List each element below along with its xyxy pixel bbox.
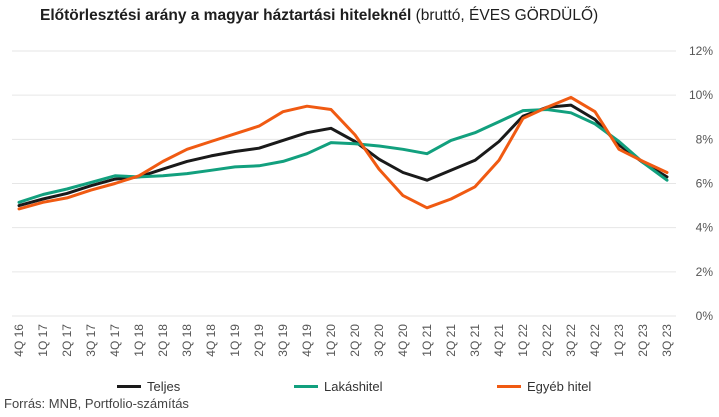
legend-swatch-egyeb-hitel xyxy=(497,384,521,388)
legend-item-egyeb-hitel: Egyéb hitel xyxy=(497,377,591,395)
x-tick-label: 1Q 22 xyxy=(516,324,530,357)
series-lines xyxy=(17,95,669,211)
legend-swatch-teljes xyxy=(117,384,141,388)
y-tick-label: 0% xyxy=(696,309,714,323)
x-tick-label: 3Q 19 xyxy=(276,324,290,357)
series-line-lakáshitel xyxy=(17,108,669,204)
x-tick-label: 4Q 17 xyxy=(108,324,122,357)
x-tick-label: 3Q 23 xyxy=(660,324,674,357)
y-axis-labels: 0% 2% 4% 6% 8% 10% 12% xyxy=(689,44,713,323)
x-tick-label: 1Q 17 xyxy=(36,324,50,357)
y-tick-label: 6% xyxy=(696,177,714,191)
x-tick-label: 3Q 20 xyxy=(372,324,386,357)
legend-label-egyeb-hitel: Egyéb hitel xyxy=(527,378,592,394)
x-tick-label: 3Q 22 xyxy=(564,324,578,357)
chart-title-main: Előtörlesztési arány a magyar háztartási… xyxy=(40,7,412,24)
series-line-egyéb-hitel xyxy=(17,95,669,211)
x-tick-label: 4Q 18 xyxy=(204,324,218,357)
y-tick-label: 8% xyxy=(696,132,714,146)
x-tick-label: 4Q 22 xyxy=(588,324,602,357)
x-tick-label: 2Q 22 xyxy=(540,324,554,357)
y-tick-label: 2% xyxy=(696,265,714,279)
x-tick-label: 1Q 23 xyxy=(612,324,626,357)
series-line-teljes xyxy=(17,103,669,208)
chart-title-sub: (bruttó, ÉVES GÖRDÜLŐ) xyxy=(411,7,599,24)
source-note: Forrás: MNB, Portfolio-számítás xyxy=(4,396,189,411)
x-tick-label: 2Q 20 xyxy=(348,324,362,357)
x-tick-label: 1Q 18 xyxy=(132,324,146,357)
x-tick-label: 4Q 19 xyxy=(300,324,314,357)
x-tick-label: 1Q 19 xyxy=(228,324,242,357)
y-tick-label: 4% xyxy=(696,221,714,235)
x-tick-label: 2Q 17 xyxy=(60,324,74,357)
gridlines xyxy=(12,50,676,317)
legend-label-teljes: Teljes xyxy=(147,378,181,394)
x-tick-label: 2Q 19 xyxy=(252,324,266,357)
chart-title: Előtörlesztési arány a magyar háztartási… xyxy=(40,7,598,25)
y-tick-label: 10% xyxy=(689,88,713,102)
legend-label-lakashitel: Lakáshitel xyxy=(324,378,383,394)
x-tick-label: 2Q 23 xyxy=(636,324,650,357)
x-tick-label: 1Q 20 xyxy=(324,324,338,357)
x-tick-label: 3Q 17 xyxy=(84,324,98,357)
x-tick-label: 4Q 21 xyxy=(492,324,506,357)
y-tick-label: 12% xyxy=(689,44,713,58)
x-tick-label: 1Q 21 xyxy=(420,324,434,357)
x-tick-label: 3Q 21 xyxy=(468,324,482,357)
x-tick-label: 2Q 21 xyxy=(444,324,458,357)
legend-item-lakashitel: Lakáshitel xyxy=(294,377,383,395)
x-tick-label: 4Q 20 xyxy=(396,324,410,357)
x-axis-labels: 4Q 16 1Q 17 2Q 17 3Q 17 4Q 17 1Q 18 2Q 18 3Q 18… xyxy=(12,324,674,357)
x-tick-label: 2Q 18 xyxy=(156,324,170,357)
x-tick-label: 4Q 16 xyxy=(12,324,26,357)
legend-swatch-lakashitel xyxy=(294,384,318,388)
x-tick-label: 3Q 18 xyxy=(180,324,194,357)
legend-item-teljes: Teljes xyxy=(117,377,180,395)
